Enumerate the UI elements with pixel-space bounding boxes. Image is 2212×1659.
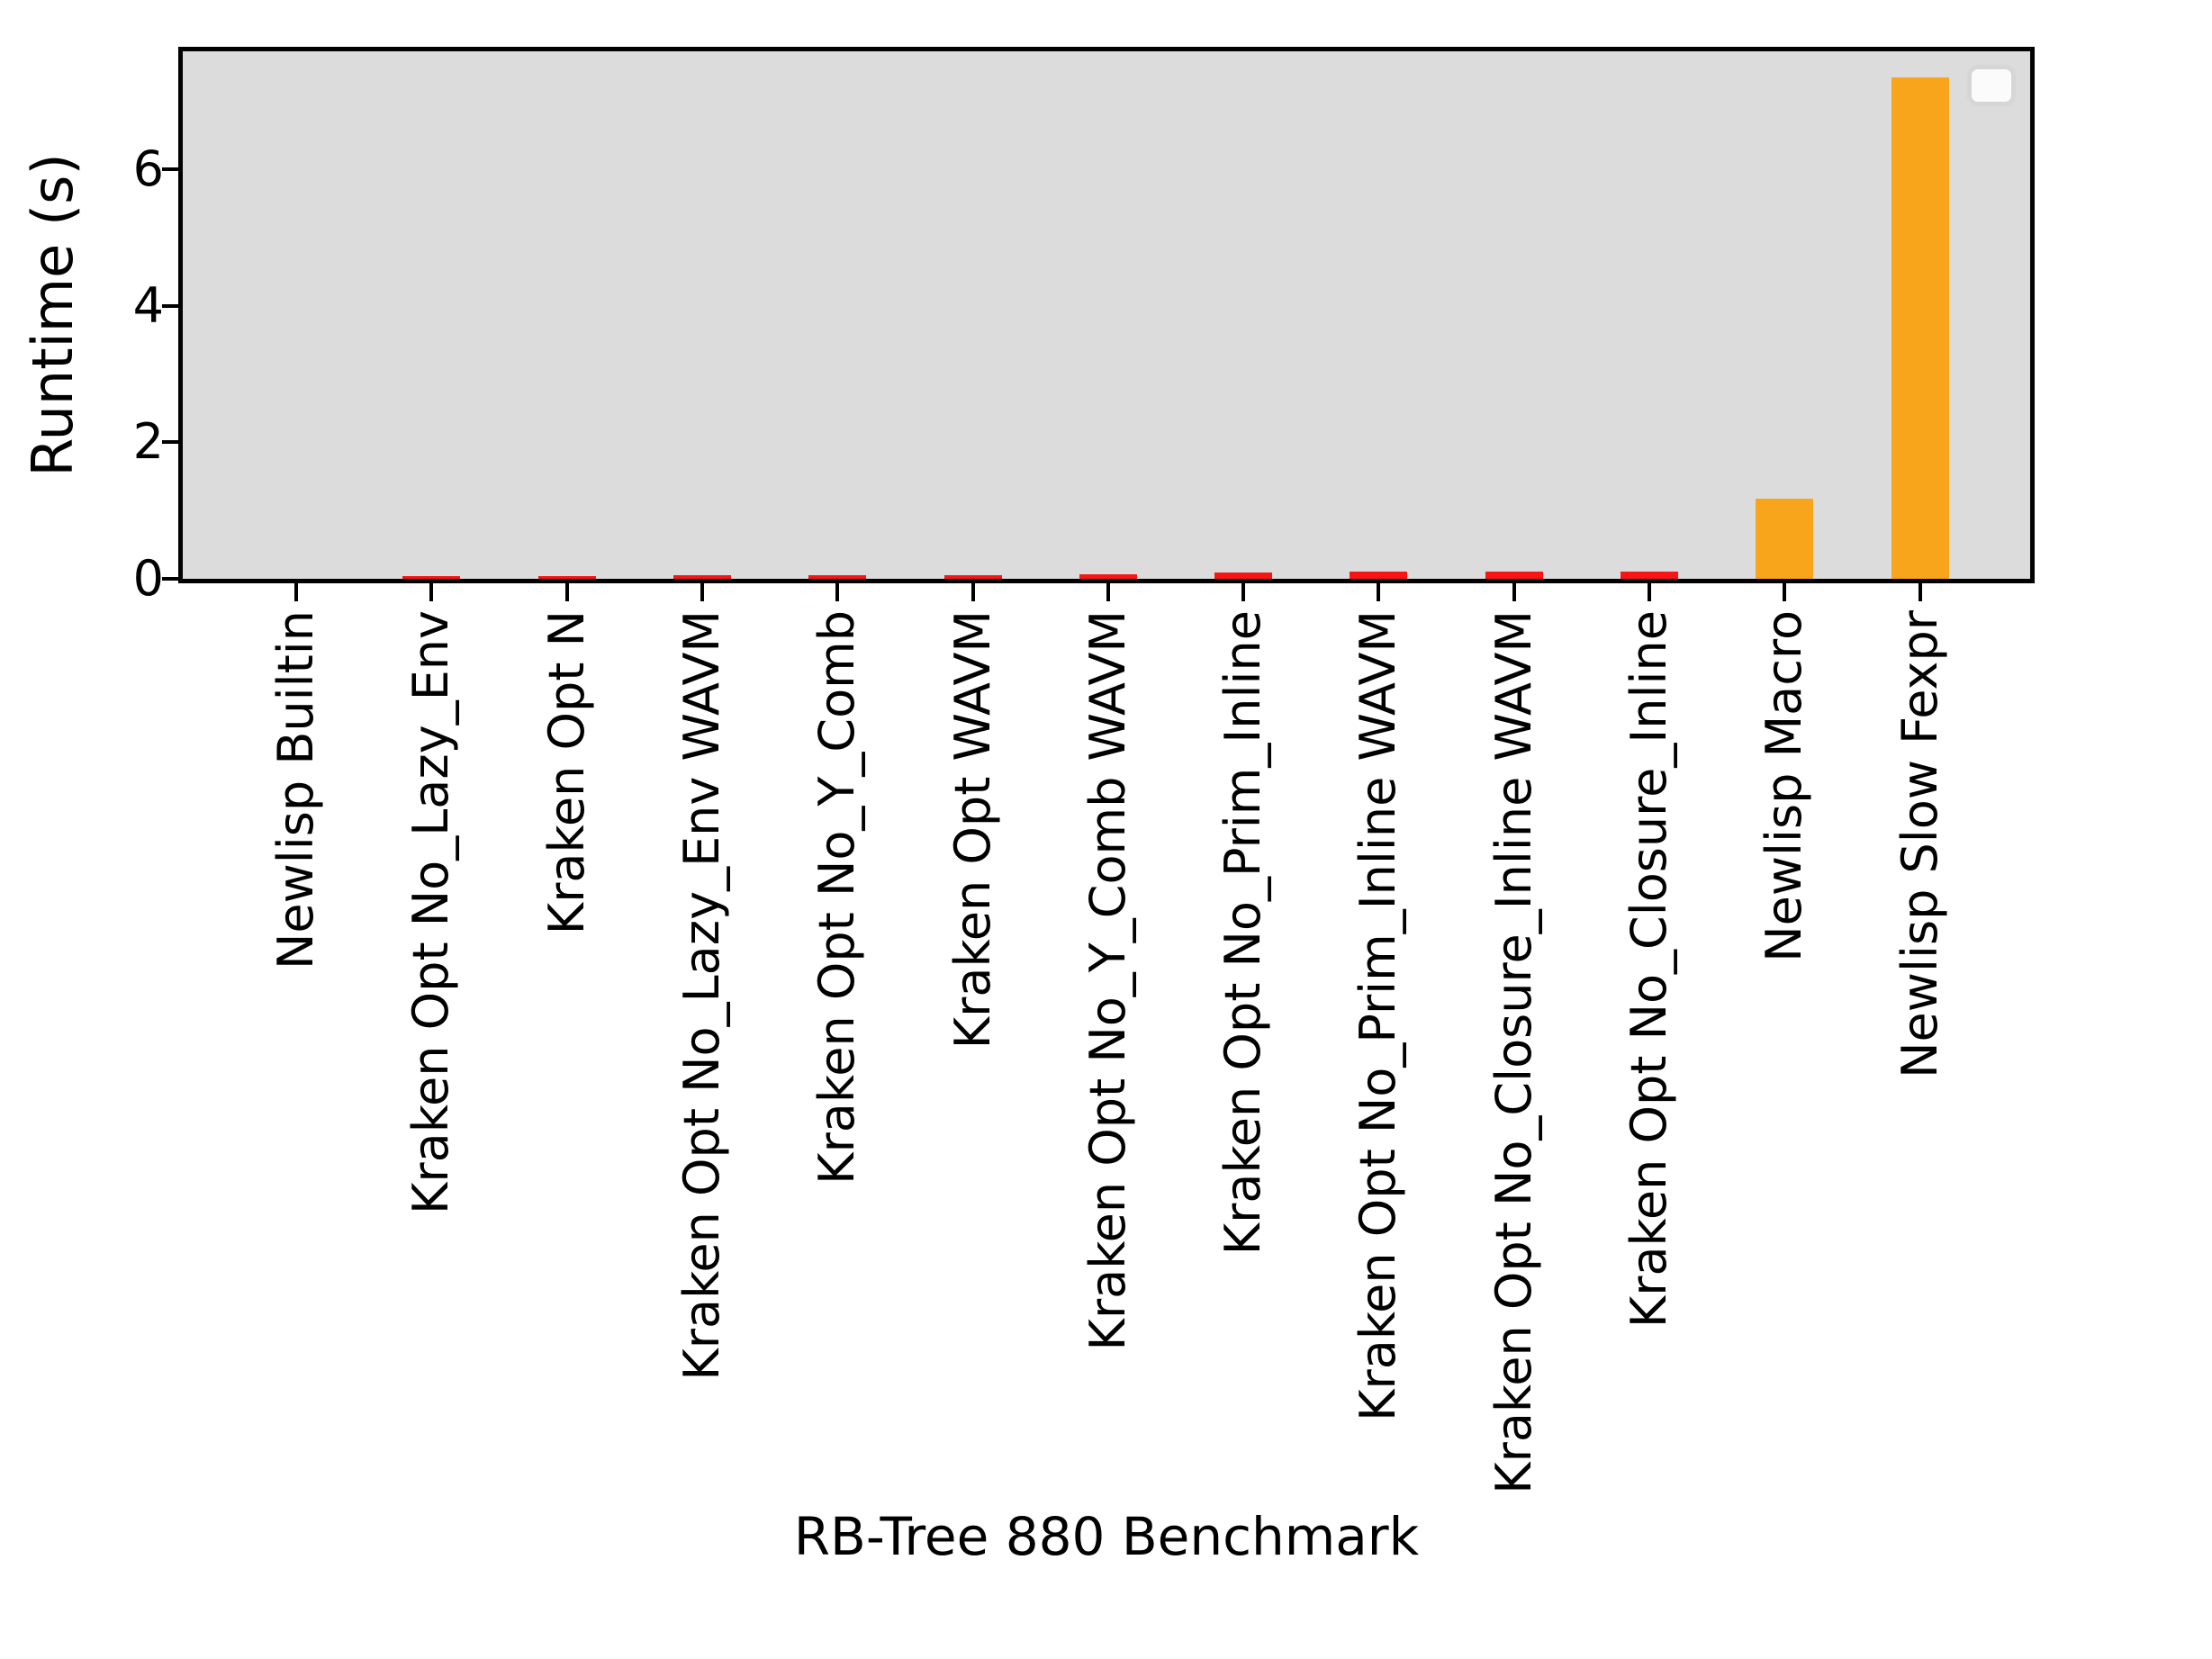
x-tick-label: Kraken Opt No_Prim_Inline — [1214, 610, 1271, 1256]
x-tick — [429, 583, 433, 601]
plot-area — [178, 47, 2035, 583]
x-tick — [1919, 583, 1922, 601]
bar-5 — [944, 575, 1002, 579]
bar-12 — [1891, 77, 1949, 579]
x-tick-label: Kraken Opt WAVM — [944, 610, 1001, 1050]
bar-11 — [1756, 499, 1813, 579]
x-tick — [1241, 583, 1245, 601]
y-tick-label: 6 — [132, 140, 164, 197]
x-tick-label: Newlisp Macro — [1756, 610, 1812, 962]
x-tick — [835, 583, 839, 601]
x-tick-label: Kraken Opt No_Y_Comb — [808, 610, 865, 1185]
x-tick — [1648, 583, 1651, 601]
x-tick — [294, 583, 298, 601]
x-tick-label: Kraken Opt No_Y_Comb WAVM — [1079, 610, 1136, 1351]
x-tick — [565, 583, 569, 601]
x-tick-label: Newlisp Builtin — [267, 610, 324, 970]
x-tick — [971, 583, 975, 601]
bar-8 — [1350, 572, 1407, 579]
x-axis-label: RB-Tree 880 Benchmark — [793, 1506, 1420, 1567]
y-tick — [162, 304, 180, 308]
legend-box — [1969, 67, 2014, 104]
y-tick-label: 4 — [132, 277, 164, 334]
bar-4 — [808, 575, 866, 579]
bar-7 — [1214, 573, 1272, 579]
x-tick-label: Kraken Opt No_Closure_Inline WAVM — [1485, 610, 1542, 1494]
y-tick-label: 0 — [132, 550, 164, 607]
x-tick-label: Newlisp Slow Fexpr — [1891, 610, 1948, 1078]
x-tick — [700, 583, 704, 601]
y-tick — [162, 440, 180, 444]
y-tick — [162, 167, 180, 171]
x-tick-label: Kraken Opt No_Lazy_Env — [402, 610, 459, 1214]
x-tick-label: Kraken Opt N — [538, 610, 595, 935]
bar-1 — [402, 576, 460, 579]
x-tick-label: Kraken Opt No_Closure_Inline — [1621, 610, 1677, 1329]
bar-2 — [538, 576, 596, 579]
bar-6 — [1079, 574, 1137, 579]
y-tick-label: 2 — [132, 413, 164, 470]
x-tick — [1512, 583, 1516, 601]
x-tick — [1106, 583, 1110, 601]
bar-3 — [673, 575, 731, 579]
bar-9 — [1485, 572, 1543, 579]
x-tick-label: Kraken Opt No_Prim_Inline WAVM — [1350, 610, 1406, 1421]
x-tick — [1783, 583, 1786, 601]
bar-10 — [1621, 572, 1678, 579]
x-tick-label: Kraken Opt No_Lazy_Env WAVM — [673, 610, 730, 1381]
y-tick — [162, 577, 180, 581]
x-tick — [1377, 583, 1380, 601]
